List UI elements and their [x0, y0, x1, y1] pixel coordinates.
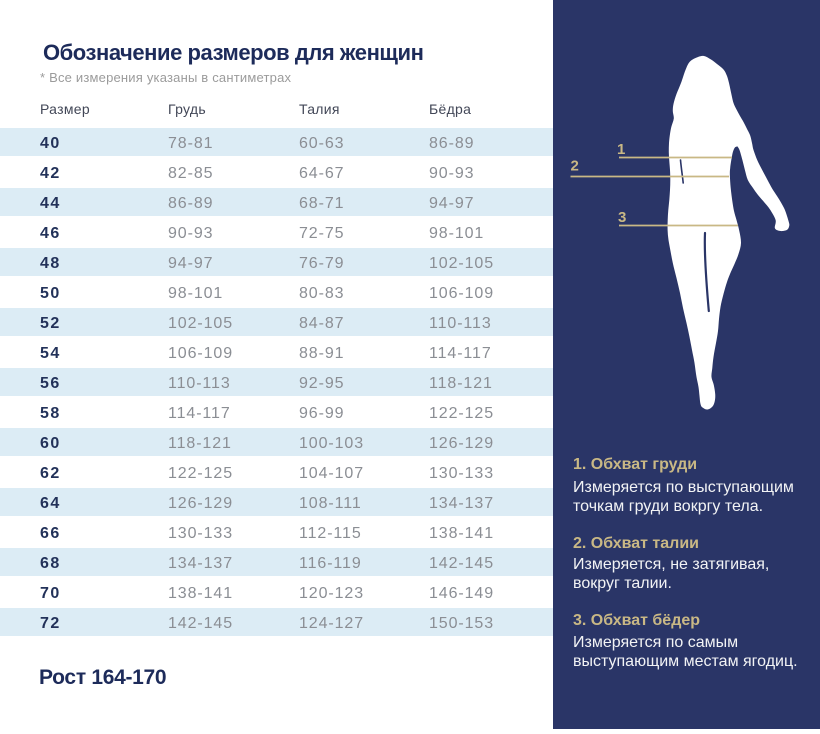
- svg-text:2: 2: [571, 158, 579, 175]
- svg-text:3: 3: [618, 209, 626, 226]
- svg-text:1: 1: [617, 141, 625, 158]
